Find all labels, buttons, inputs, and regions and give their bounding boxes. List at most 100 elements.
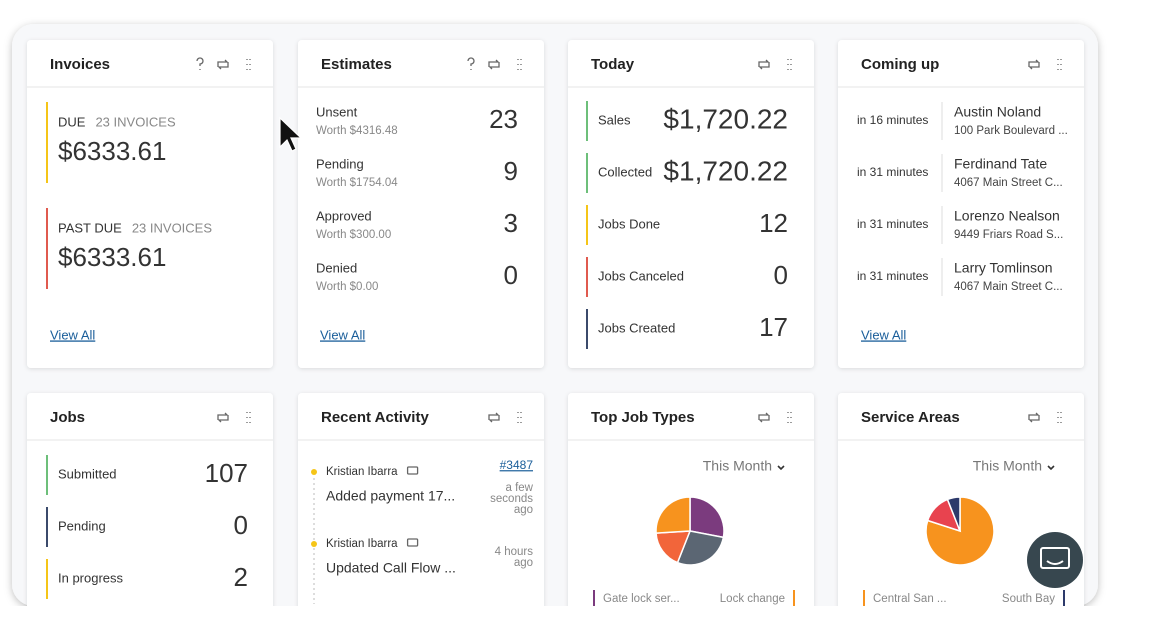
appointment-time: in 16 minutes	[857, 113, 928, 127]
view-all-link[interactable]: View All	[320, 327, 365, 342]
status-bar	[586, 153, 588, 193]
legend-label: Central San ...	[873, 593, 947, 605]
card-title: Invoices	[50, 56, 110, 73]
refresh-icon[interactable]	[1028, 412, 1040, 423]
card	[27, 393, 273, 620]
view-all-link[interactable]: View All	[50, 327, 95, 342]
appointment-time: in 31 minutes	[857, 217, 928, 231]
help-icon[interactable]	[196, 57, 204, 70]
device-icon	[406, 466, 419, 475]
customer-name[interactable]: Austin Noland	[954, 104, 1041, 120]
refresh-icon[interactable]	[488, 59, 500, 70]
today-value: 12	[759, 208, 788, 238]
estimate-worth: Worth $0.00	[316, 281, 378, 293]
drag-handle[interactable]	[1057, 59, 1062, 70]
cursor	[279, 116, 303, 152]
status-bar	[593, 590, 595, 606]
legend-label: South Bay	[1002, 593, 1055, 605]
estimate-count: 3	[504, 208, 518, 238]
pie-slice	[689, 496, 725, 539]
today-label: Collected	[598, 164, 652, 179]
activity-time: seconds	[490, 493, 533, 505]
appointment-time: in 31 minutes	[857, 269, 928, 283]
customer-name[interactable]: Ferdinand Tate	[954, 156, 1047, 172]
invoice-count: 23 INVOICES	[132, 220, 213, 235]
invoice-amount: $6333.61	[58, 242, 166, 272]
view-all-link[interactable]: View All	[861, 327, 906, 342]
pie-slice	[676, 530, 725, 566]
status-bar	[586, 101, 588, 141]
customer-name[interactable]: Lorenzo Nealson	[954, 208, 1060, 224]
refresh-icon[interactable]	[758, 412, 770, 423]
card	[838, 40, 1084, 368]
today-label: Jobs Done	[598, 216, 660, 231]
refresh-icon[interactable]	[1028, 59, 1040, 70]
pie-slice	[946, 496, 961, 532]
frame-bottom-fill	[0, 606, 1170, 620]
period-filter[interactable]: This Month	[703, 458, 772, 474]
status-bar	[586, 309, 588, 349]
job-label: Submitted	[58, 466, 117, 481]
appointment-time: in 31 minutes	[857, 165, 928, 179]
status-bar	[46, 559, 48, 599]
card	[298, 393, 544, 620]
activity-action: Updated Call Flow ...	[326, 560, 456, 576]
status-bar	[46, 507, 48, 547]
refresh-icon[interactable]	[217, 59, 229, 70]
job-label: In progress	[58, 570, 124, 585]
refresh-icon[interactable]	[488, 412, 500, 423]
job-count: 107	[205, 458, 248, 488]
activity-user: Kristian Ibarra	[326, 538, 398, 550]
today-value: 17	[759, 312, 788, 342]
estimate-worth: Worth $4316.48	[316, 125, 398, 137]
card-title: Today	[591, 56, 635, 73]
customer-name[interactable]: Larry Tomlinson	[954, 260, 1053, 276]
customer-address: 9449 Friars Road S...	[954, 229, 1063, 241]
status-bar	[586, 257, 588, 297]
estimate-count: 23	[489, 104, 518, 134]
status-bar	[46, 208, 48, 289]
customer-address: 4067 Main Street C...	[954, 281, 1063, 293]
chat-icon	[1040, 547, 1070, 569]
estimate-worth: Worth $1754.04	[316, 177, 398, 189]
status-bar	[586, 205, 588, 245]
card-title: Coming up	[861, 56, 939, 73]
estimate-label: Approved	[316, 208, 372, 223]
estimate-label: Denied	[316, 260, 357, 275]
estimate-label: Pending	[316, 156, 364, 171]
refresh-icon[interactable]	[758, 59, 770, 70]
filter-caret[interactable]	[1047, 465, 1055, 471]
period-filter[interactable]: This Month	[973, 458, 1042, 474]
card	[568, 40, 814, 368]
estimate-worth: Worth $300.00	[316, 229, 391, 241]
card	[298, 40, 544, 368]
drag-handle[interactable]	[246, 412, 251, 423]
pie-slice	[925, 496, 995, 566]
timeline-dot	[311, 469, 317, 475]
customer-address: 4067 Main Street C...	[954, 177, 1063, 189]
activity-time: a few	[506, 482, 534, 494]
job-count: 0	[234, 510, 248, 540]
legend-label: Lock change	[720, 593, 785, 605]
chat-button[interactable]	[1027, 532, 1083, 588]
timeline-dot	[311, 541, 317, 547]
invoice-label: PAST DUE	[58, 220, 122, 235]
status-bar	[863, 590, 865, 606]
drag-handle[interactable]	[1057, 412, 1062, 423]
drag-handle[interactable]	[246, 59, 251, 70]
today-value: $1,720.22	[663, 155, 788, 186]
drag-handle[interactable]	[787, 59, 792, 70]
drag-handle[interactable]	[517, 412, 522, 423]
activity-ref[interactable]: #3487	[500, 458, 534, 472]
frame	[12, 24, 1098, 606]
status-bar	[1063, 590, 1065, 606]
refresh-icon[interactable]	[217, 412, 229, 423]
help-icon[interactable]	[467, 57, 475, 70]
drag-handle[interactable]	[517, 59, 522, 70]
today-label: Jobs Created	[598, 320, 675, 335]
job-label: Pending	[58, 518, 106, 533]
status-bar	[46, 455, 48, 495]
drag-handle[interactable]	[787, 412, 792, 423]
filter-caret[interactable]	[777, 465, 785, 471]
